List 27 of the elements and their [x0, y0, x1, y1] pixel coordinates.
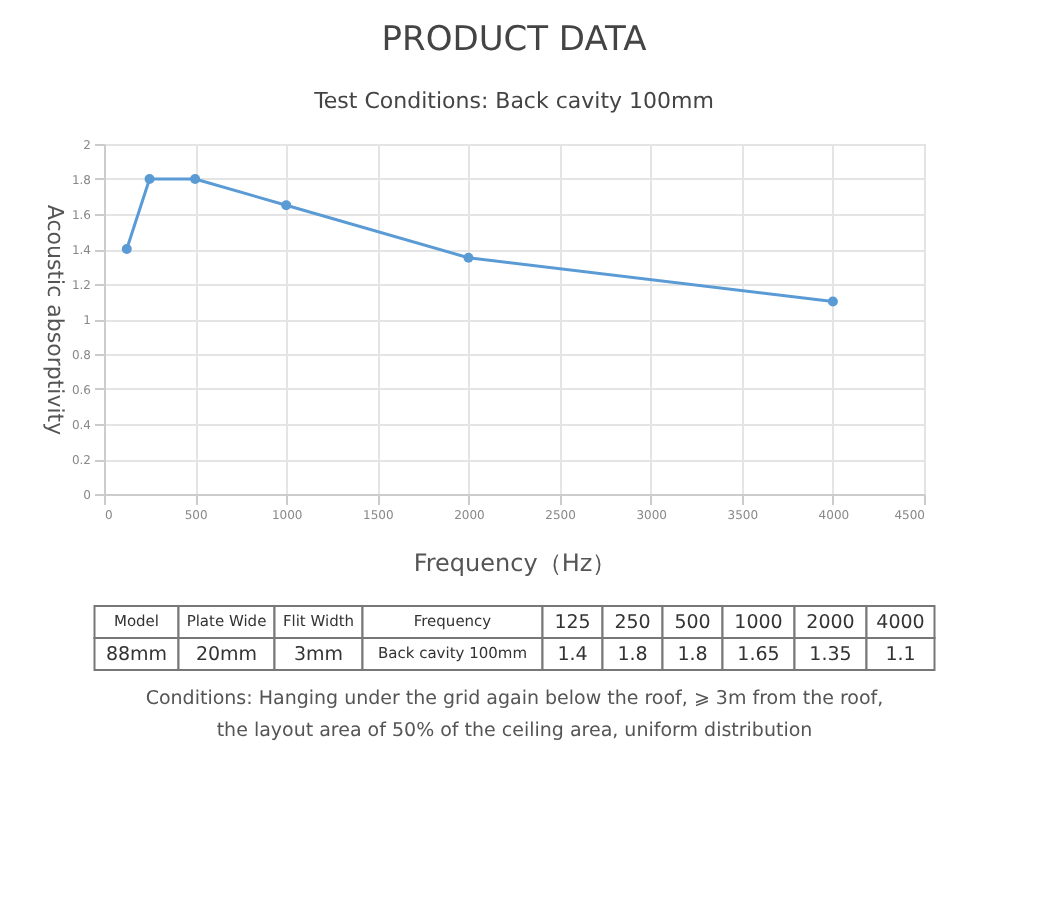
text: the layout area of 50% of the ceiling area, uniform distribution [216, 720, 813, 742]
y-axis-title: Acoustic absorptivity [41, 204, 68, 437]
text: 125 [554, 612, 591, 634]
text: 500 [674, 612, 711, 634]
text: 3mm [293, 644, 344, 666]
text: 1.8 [617, 644, 648, 666]
x-axis-title: Frequency（Hz） [413, 549, 617, 577]
chart-subtitle: Test Conditions: Back cavity 100mm [312, 88, 714, 114]
text: 250 [614, 612, 651, 634]
chart-title: PRODUCT DATA [381, 20, 648, 60]
text: Conditions: Hanging under the grid again below the roof, ⩾ 3m from the roof, [145, 688, 884, 710]
text: 1.1 [885, 644, 916, 666]
point [281, 200, 292, 211]
text: 1.35 [809, 644, 852, 666]
point [463, 252, 474, 263]
text: 2000 [806, 612, 855, 634]
text: 88mm [105, 644, 168, 666]
text: 1.65 [737, 644, 780, 666]
point [121, 244, 132, 254]
text: 20mm [195, 644, 258, 666]
point [190, 174, 201, 184]
point [144, 174, 155, 184]
text: 4000 [876, 612, 925, 634]
text: 1.4 [557, 644, 588, 666]
text: 1.8 [677, 644, 708, 666]
point [827, 296, 838, 307]
text: 1000 [734, 612, 783, 634]
